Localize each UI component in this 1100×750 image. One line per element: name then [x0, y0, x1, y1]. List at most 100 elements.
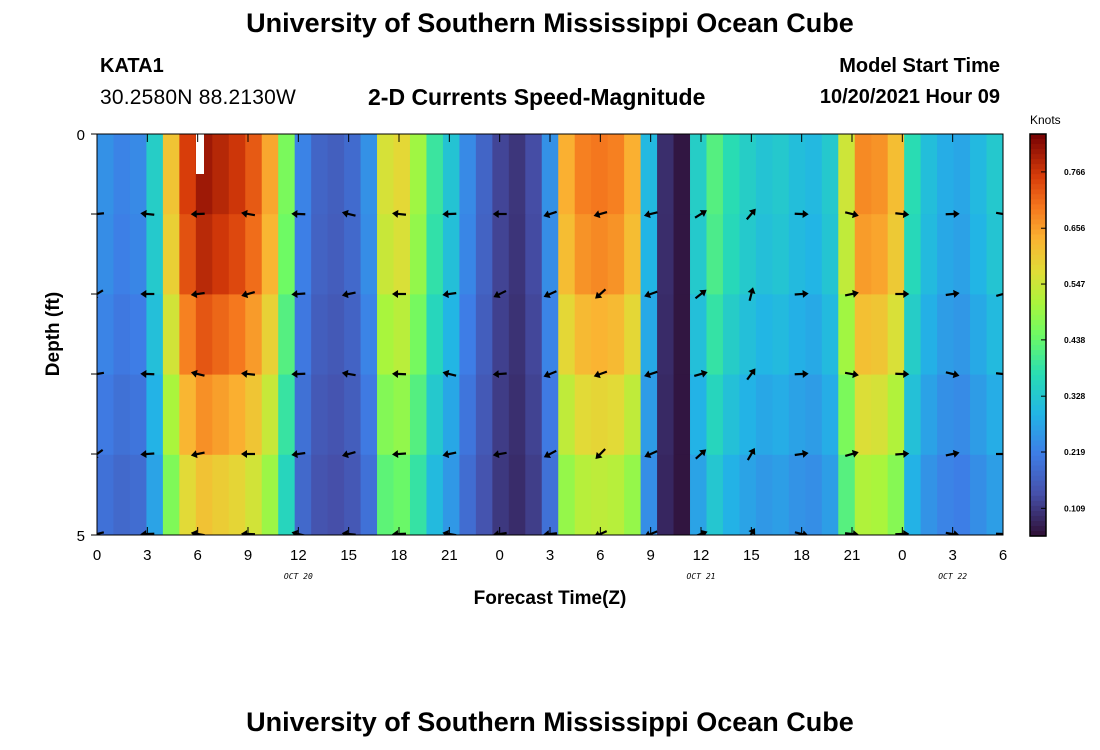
heatmap-cell — [360, 454, 378, 535]
heatmap-cell — [970, 294, 988, 376]
heatmap-cell — [393, 214, 411, 295]
heatmap-cell — [261, 454, 279, 535]
colorbar-segment — [1030, 329, 1046, 336]
heatmap-cell — [871, 214, 889, 295]
heatmap-cell — [311, 374, 329, 456]
heatmap-cell — [871, 374, 889, 456]
colorbar-segment — [1030, 159, 1046, 165]
date-label: OCT 21 — [687, 572, 716, 581]
heatmap-cell — [838, 294, 856, 376]
model-start-label: Model Start Time — [839, 55, 1000, 77]
heatmap-cell — [179, 294, 197, 376]
colorbar-segment — [1030, 134, 1046, 140]
heatmap-cell — [739, 214, 757, 295]
current-vector — [493, 289, 507, 299]
heatmap-cells — [97, 134, 1003, 535]
colorbar-segment — [1030, 194, 1046, 200]
current-vector — [794, 530, 809, 535]
colorbar-segment — [1030, 365, 1046, 371]
heatmap-cell — [788, 374, 806, 456]
current-vector — [996, 452, 1003, 456]
current-vector — [895, 529, 910, 535]
heatmap-cell — [162, 214, 180, 295]
colorbar-tick-label: 0.219 — [1064, 447, 1086, 457]
heatmap-cell — [377, 214, 395, 295]
heatmap-cell — [475, 294, 493, 376]
heatmap-cell — [854, 294, 872, 376]
heatmap-cell — [788, 214, 806, 295]
colorbar-segment — [1030, 360, 1046, 366]
heatmap-cell — [624, 214, 642, 295]
colorbar-tick-label: 0.109 — [1064, 503, 1086, 513]
heatmap-cell — [426, 454, 444, 535]
x-tick-label: 0 — [495, 547, 503, 564]
heatmap-cell — [558, 454, 576, 535]
current-vector — [97, 371, 105, 376]
heatmap-cell — [854, 134, 872, 215]
heatmap-cell — [591, 134, 609, 215]
heatmap-cell — [492, 214, 510, 295]
heatmap-cell — [706, 214, 724, 295]
heatmap-cell — [492, 374, 510, 456]
heatmap-cell — [245, 214, 263, 295]
current-vector — [693, 369, 708, 378]
heatmap-cell — [409, 454, 428, 535]
heatmap-cell — [821, 134, 839, 215]
heatmap-cell — [442, 454, 460, 535]
heatmap-cell — [591, 374, 609, 456]
heatmap-cell — [311, 134, 329, 215]
heatmap-cell — [195, 214, 213, 295]
heatmap-cell — [657, 374, 675, 456]
heatmap-cell — [788, 294, 806, 376]
heatmap-cell — [179, 214, 197, 295]
heatmap-cell — [838, 134, 856, 215]
current-vector — [392, 530, 407, 535]
heatmap-cell — [904, 214, 922, 295]
heatmap-cell — [690, 294, 708, 376]
colorbar-tick-label: 0.438 — [1064, 335, 1086, 345]
heatmap-cell — [755, 294, 773, 376]
heatmap-cell — [409, 374, 428, 456]
heatmap-cell — [162, 294, 180, 376]
heatmap-cell — [904, 454, 922, 535]
chart-title: 2-D Currents Speed-Magnitude — [368, 84, 706, 110]
colorbar-tick-label: 0.328 — [1064, 391, 1086, 401]
colorbar-segment — [1030, 380, 1046, 386]
colorbar-segment — [1030, 299, 1046, 306]
heatmap-cell — [377, 134, 395, 215]
colorbar-segment — [1030, 314, 1046, 321]
heatmap-cell — [129, 454, 148, 535]
heatmap-cell — [871, 294, 889, 376]
heatmap-cell — [475, 374, 493, 456]
heatmap-cell — [838, 374, 856, 456]
colorbar-segment — [1030, 475, 1046, 482]
current-vector — [190, 450, 205, 459]
heatmap-cell — [228, 374, 246, 456]
heatmap-cell — [690, 454, 708, 535]
heatmap-cell — [261, 374, 279, 456]
heatmap-cell — [311, 294, 329, 376]
heatmap-cell — [821, 214, 839, 295]
heatmap-cell — [739, 454, 757, 535]
heatmap-cell — [541, 134, 559, 215]
current-vector — [844, 289, 859, 298]
heatmap-cell — [607, 454, 625, 535]
heatmap-cell — [212, 134, 230, 215]
heatmap-cell — [179, 374, 197, 456]
current-vector — [492, 210, 507, 218]
x-tick-label: 3 — [546, 547, 554, 564]
heatmap-cell — [228, 294, 246, 376]
colorbar-segment — [1030, 480, 1046, 487]
heatmap-cell — [624, 134, 642, 215]
x-tick-label: 6 — [193, 547, 201, 564]
current-vector — [442, 210, 457, 219]
heatmap-cell — [146, 374, 164, 456]
heatmap-cell — [920, 294, 938, 376]
heatmap-cell — [146, 134, 164, 215]
colorbar-segment — [1030, 395, 1046, 401]
heatmap-cell — [409, 294, 428, 376]
colorbar-segment — [1030, 224, 1046, 231]
colorbar-segment — [1030, 420, 1046, 427]
heatmap-cell — [261, 214, 279, 295]
heatmap-cell — [327, 454, 345, 535]
